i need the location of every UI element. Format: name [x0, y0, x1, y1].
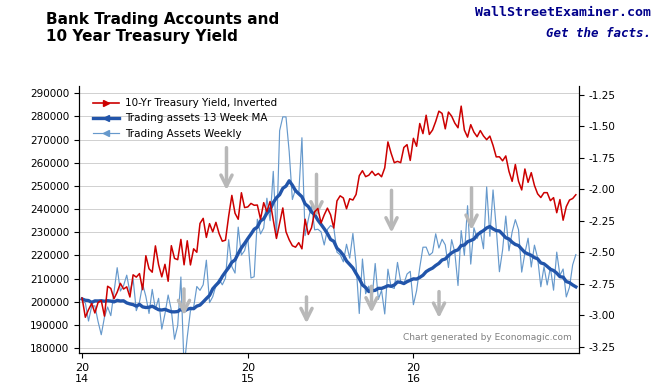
- Text: WallStreetExaminer.com: WallStreetExaminer.com: [476, 6, 651, 19]
- Text: Bank Trading Accounts and
10 Year Treasury Yield: Bank Trading Accounts and 10 Year Treasu…: [46, 12, 279, 44]
- Text: Chart generated by Economagic.com: Chart generated by Economagic.com: [403, 333, 572, 342]
- Text: Get the facts.: Get the facts.: [546, 27, 651, 40]
- Legend: 10-Yr Treasury Yield, Inverted, Trading assets 13 Week MA, Trading Assets Weekly: 10-Yr Treasury Yield, Inverted, Trading …: [89, 94, 281, 143]
